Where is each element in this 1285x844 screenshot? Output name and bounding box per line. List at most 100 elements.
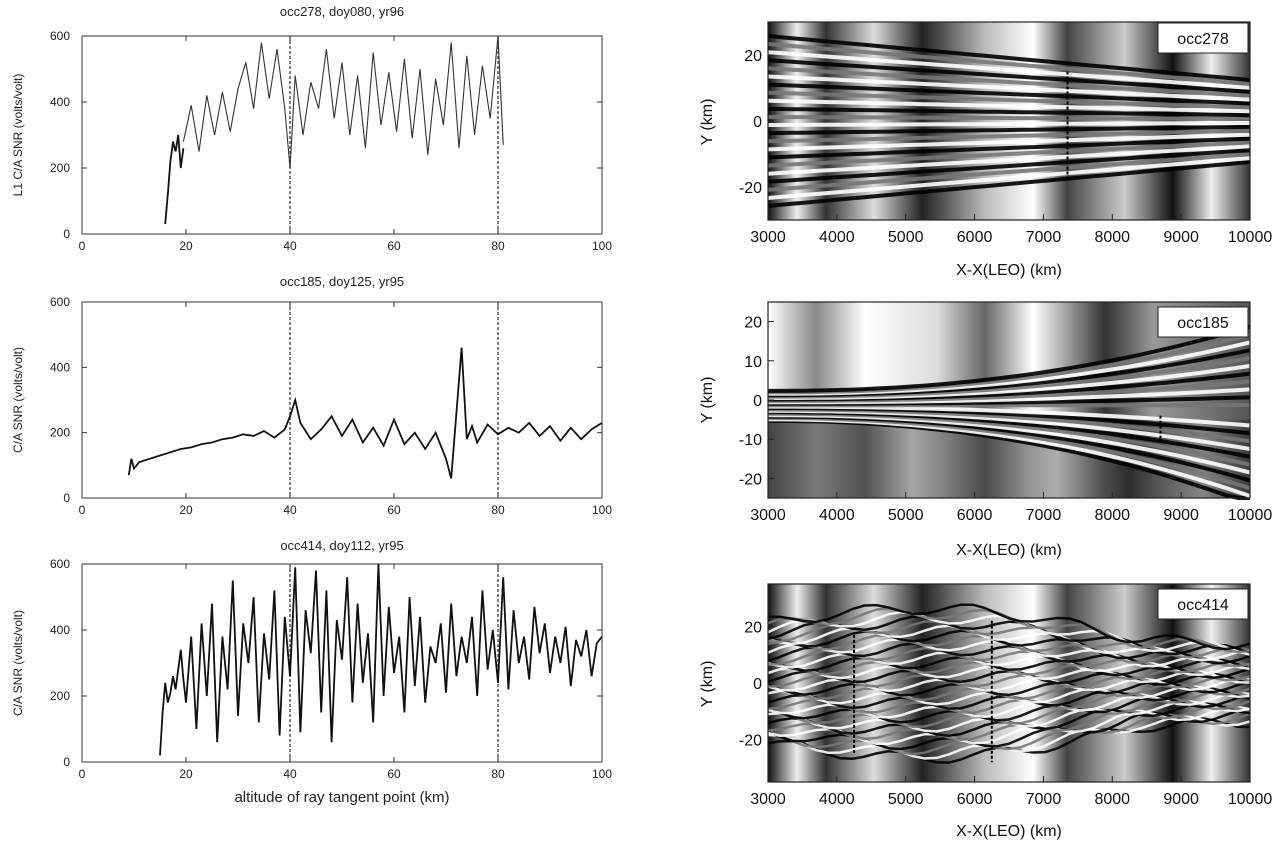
x-tick-label: 7000 xyxy=(1026,229,1062,246)
y-axis-label-2: C/A SNR (volts/volt) xyxy=(11,347,25,453)
fringe-stripe xyxy=(767,615,1251,656)
y-tick-label: 200 xyxy=(50,689,70,703)
fringe-stripe xyxy=(768,121,1250,127)
x-tick-label: 7000 xyxy=(1026,791,1062,808)
y-tick-label: 200 xyxy=(50,426,70,440)
x-tick-label: 8000 xyxy=(1094,791,1130,808)
fringe-stripe xyxy=(767,693,1251,724)
snr-panel-2: occ185, doy125, yr95 0 20 40 60 80 100 0 200 400… xyxy=(11,274,612,517)
x-axis-label-4: X-X(LEO) (km) xyxy=(956,262,1062,279)
fringe-stripe xyxy=(767,66,1251,98)
series-line-2 xyxy=(127,347,603,479)
panel-title-3: occ414, doy112, yr95 xyxy=(280,538,403,553)
panel-title-2: occ185, doy125, yr95 xyxy=(280,274,404,289)
x-tick-label: 4000 xyxy=(819,791,855,808)
x-tick-label: 20 xyxy=(179,767,193,781)
plot-frame-3 xyxy=(81,563,603,763)
y-axis-label-5: Y (km) xyxy=(699,377,716,424)
y-tick-label: 0 xyxy=(63,227,70,241)
fringe-stripe xyxy=(767,90,1251,110)
fringe-stripe xyxy=(767,58,1251,94)
fringe-stripe xyxy=(767,642,1251,671)
x-tick-label: 100 xyxy=(592,503,612,517)
x-tick-label: 10000 xyxy=(1228,229,1273,246)
x-tick-label: 3000 xyxy=(750,791,786,808)
x-tick-label: 100 xyxy=(592,767,612,781)
legend-label-2: occ185 xyxy=(1177,315,1229,332)
axis-ticks-2: 0 20 40 60 80 100 0 200 400 600 xyxy=(50,295,612,517)
fringe-stripe xyxy=(767,603,1251,651)
legend-box-3 xyxy=(1157,588,1249,620)
x-tick-label: 9000 xyxy=(1163,507,1199,524)
snr-panel-3: occ414, doy112, yr95 0 20 40 60 80 100 0 200 400… xyxy=(11,538,612,806)
fringe-stripe xyxy=(767,42,1251,86)
x-tick-label: 0 xyxy=(79,503,86,517)
y-tick-label: 0 xyxy=(753,114,762,131)
legend-label-1: occ278 xyxy=(1177,31,1229,48)
fringe-stripes-1 xyxy=(767,33,1251,209)
x-tick-label: 3000 xyxy=(750,507,786,524)
legend-box-1 xyxy=(1157,22,1249,54)
y-tick-label: -20 xyxy=(739,180,762,197)
x-tick-label: 5000 xyxy=(888,791,924,808)
fringe-stripe xyxy=(767,132,1251,152)
x-tick-label: 10000 xyxy=(1228,507,1273,524)
fringe-stripes-2 xyxy=(767,324,1251,500)
y-tick-label: 0 xyxy=(753,676,762,693)
fringe-stripe xyxy=(767,156,1251,200)
fringe-stripe xyxy=(767,704,1251,741)
x-tick-label: 100 xyxy=(592,239,612,253)
y-axis-label-4: Y (km) xyxy=(699,99,716,146)
y-tick-label: 0 xyxy=(63,755,70,769)
x-tick-label: 80 xyxy=(491,239,505,253)
x-tick-label: 80 xyxy=(491,503,505,517)
snr-series-segment xyxy=(159,563,603,756)
fringe-stripe xyxy=(768,115,1250,121)
axis-ticks-6: 3000 4000 5000 6000 7000 8000 9000 10000 -20 0 20 xyxy=(739,619,1272,808)
legend-label-3: occ414 xyxy=(1177,597,1229,614)
fringe-stripes-3 xyxy=(767,603,1251,764)
x-tick-label: 80 xyxy=(491,767,505,781)
y-tick-label: 20 xyxy=(744,619,762,636)
x-tick-label: 6000 xyxy=(957,507,993,524)
x-tick-label: 40 xyxy=(283,767,297,781)
y-tick-label: 400 xyxy=(50,623,70,637)
x-tick-label: 60 xyxy=(387,767,401,781)
y-axis-label-3: C/A SNR (volts/volt) xyxy=(11,610,25,716)
x-tick-label: 20 xyxy=(179,239,193,253)
fringe-stripe xyxy=(767,50,1251,90)
y-tick-label: 0 xyxy=(63,491,70,505)
x-tick-label: 6000 xyxy=(957,229,993,246)
axis-ticks-5: 3000 4000 5000 6000 7000 8000 9000 10000 -20 -10 0… xyxy=(739,315,1272,524)
axis-ticks-3: 0 20 40 60 80 100 0 200 400 600 xyxy=(50,557,612,781)
heatmap-panel-2: 3000 4000 5000 6000 7000 8000 9000 10000 -20 -10 0… xyxy=(699,301,1272,559)
y-tick-label: 400 xyxy=(50,360,70,374)
fringe-stripe xyxy=(767,106,1251,118)
y-tick-label: -20 xyxy=(739,471,762,488)
x-tick-label: 6000 xyxy=(957,791,993,808)
snr-panel-1: occ278, doy080, yr96 0 20 40 60 80 100 0 200 400… xyxy=(11,4,612,253)
fringe-stripe xyxy=(767,128,1251,144)
y-tick-label: 600 xyxy=(50,557,70,571)
snr-series-segment xyxy=(164,134,185,225)
axis-ticks-4: 3000 4000 5000 6000 7000 8000 9000 10000 -20 0 20 xyxy=(739,48,1272,246)
snr-series-segment xyxy=(182,35,504,169)
heatmap-panel-1: 3000 4000 5000 6000 7000 8000 9000 10000-20020 … xyxy=(699,21,1272,279)
fringe-stripe xyxy=(767,159,1251,209)
panel-title-1: occ278, doy080, yr96 xyxy=(280,4,404,19)
plot-frame-2 xyxy=(81,301,603,499)
plot-frame-1 xyxy=(81,35,603,235)
fringe-stripe xyxy=(767,124,1251,136)
y-tick-label: 600 xyxy=(50,29,70,43)
x-tick-label: 40 xyxy=(283,503,297,517)
x-tick-label: 4000 xyxy=(819,229,855,246)
fringe-stripe xyxy=(768,324,1251,393)
x-tick-label: 10000 xyxy=(1228,791,1273,808)
y-tick-label: 20 xyxy=(744,48,762,65)
fringe-stripe xyxy=(767,33,1251,83)
fringe-stripe xyxy=(767,148,1251,184)
x-tick-label: 7000 xyxy=(1026,507,1062,524)
x-tick-label: 0 xyxy=(79,767,86,781)
x-tick-label: 5000 xyxy=(888,507,924,524)
